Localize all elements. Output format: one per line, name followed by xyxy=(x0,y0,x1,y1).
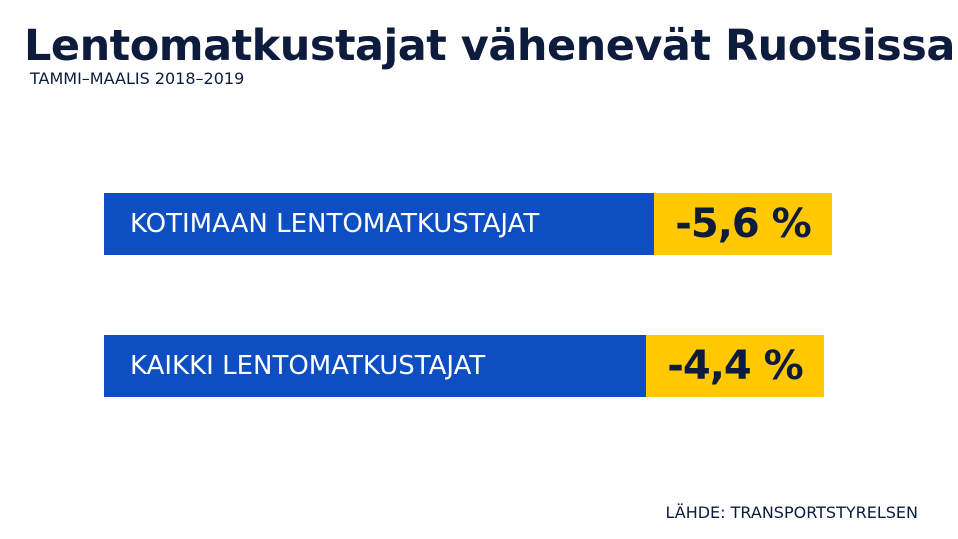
chart-title: Lentomatkustajat vähenevät Ruotsissa xyxy=(24,21,955,71)
row-label: KOTIMAAN LENTOMATKUSTAJAT xyxy=(104,193,654,255)
row-value: -5,6 % xyxy=(654,193,832,255)
data-row-domestic: KOTIMAAN LENTOMATKUSTAJAT -5,6 % xyxy=(104,193,832,255)
source-note: LÄHDE: TRANSPORTSTYRELSEN xyxy=(665,503,918,522)
data-row-all: KAIKKI LENTOMATKUSTAJAT -4,4 % xyxy=(104,335,824,397)
row-label: KAIKKI LENTOMATKUSTAJAT xyxy=(104,335,646,397)
chart-subtitle: TAMMI–MAALIS 2018–2019 xyxy=(30,69,245,88)
row-value: -4,4 % xyxy=(646,335,824,397)
